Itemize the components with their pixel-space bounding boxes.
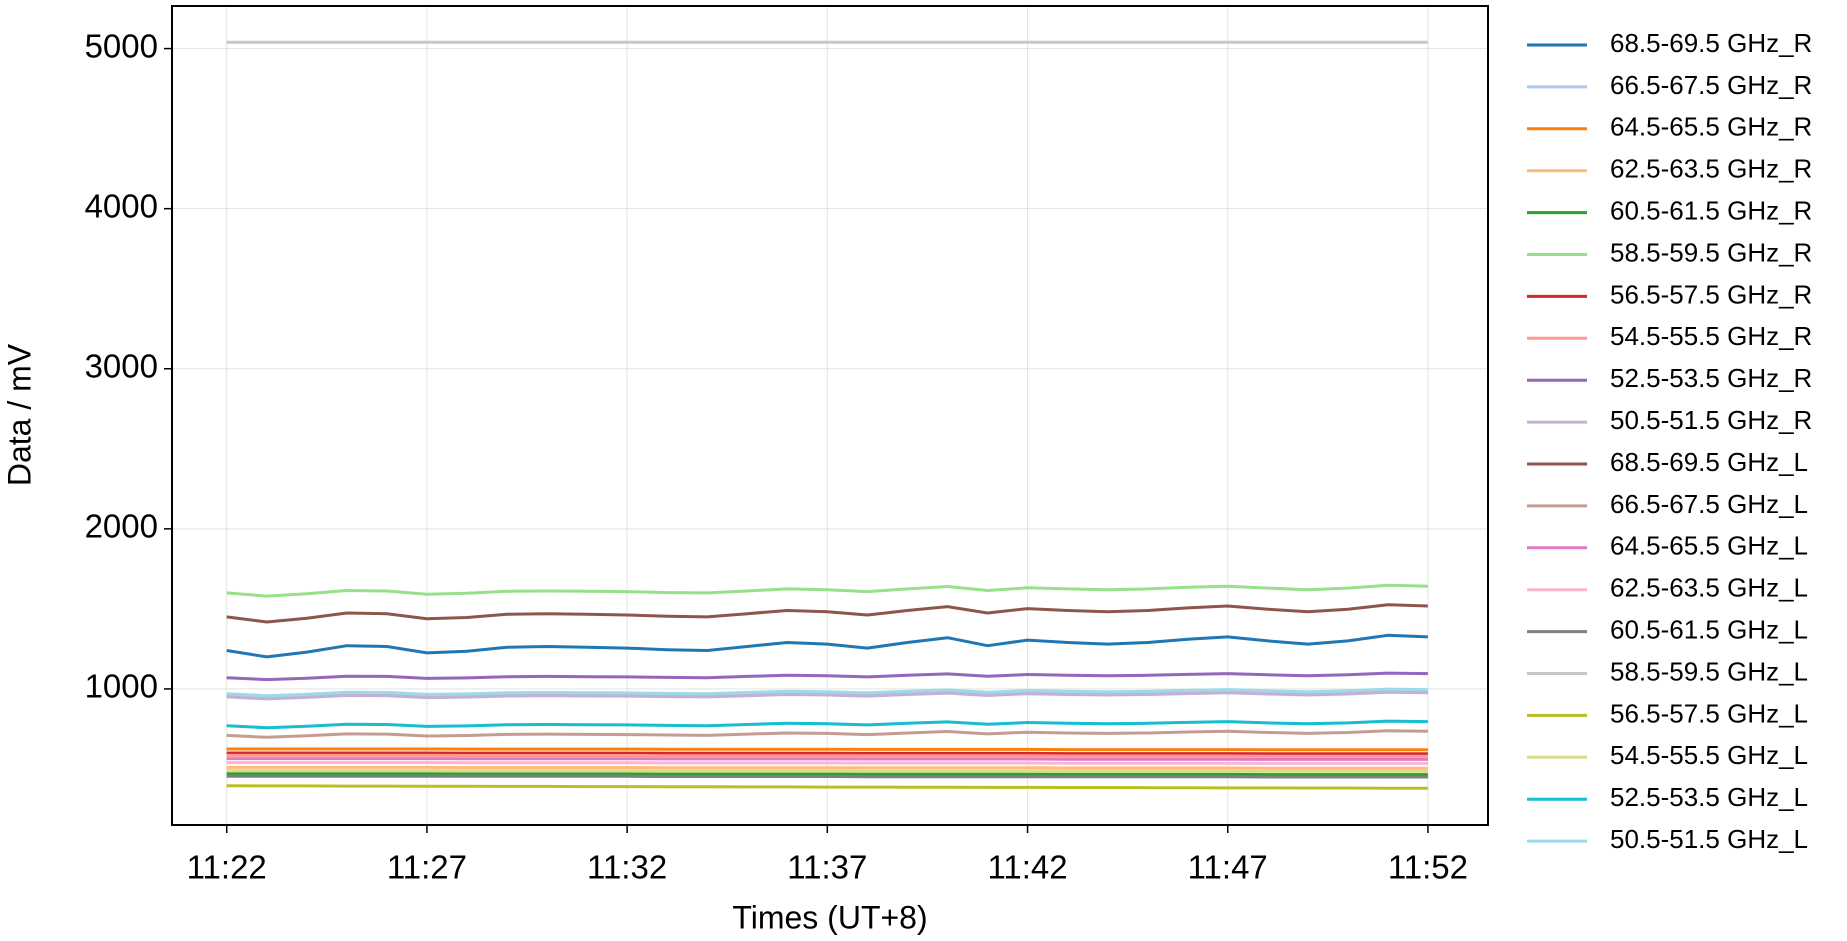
legend-label: 58.5-59.5 GHz_L [1610, 656, 1808, 686]
legend-label: 56.5-57.5 GHz_L [1610, 698, 1808, 728]
legend-label: 64.5-65.5 GHz_L [1610, 531, 1808, 561]
series-line [226, 729, 1428, 739]
y-tick-label: 4000 [85, 187, 158, 224]
series-line [226, 765, 1428, 770]
series-line [226, 690, 1428, 701]
series-line [226, 757, 1428, 761]
x-tick-label: 11:27 [387, 849, 467, 886]
series-line [226, 719, 1428, 730]
legend-label: 54.5-55.5 GHz_L [1610, 740, 1808, 770]
legend-label: 62.5-63.5 GHz_L [1610, 573, 1808, 603]
series-line [226, 583, 1428, 598]
x-tick-label: 11:42 [987, 849, 1067, 886]
legend-label: 52.5-53.5 GHz_L [1610, 782, 1808, 812]
legend-label: 50.5-51.5 GHz_L [1610, 824, 1808, 854]
x-tick-label: 11:37 [787, 849, 867, 886]
series-line [226, 761, 1428, 765]
series-line [226, 769, 1428, 773]
legend-label: 60.5-61.5 GHz_R [1610, 195, 1812, 225]
legend-label: 66.5-67.5 GHz_L [1610, 489, 1808, 519]
legend-label: 66.5-67.5 GHz_R [1610, 70, 1812, 100]
y-tick-label: 3000 [85, 347, 158, 384]
series-line [226, 687, 1428, 698]
legend-label: 58.5-59.5 GHz_R [1610, 237, 1812, 267]
legend-label: 68.5-69.5 GHz_R [1610, 28, 1812, 58]
series-line [226, 747, 1428, 752]
series-line [226, 751, 1428, 756]
x-tick-label: 11:47 [1188, 849, 1268, 886]
plot-frame [171, 5, 1489, 826]
x-tick-label: 11:52 [1388, 849, 1468, 886]
series-line [226, 689, 1428, 699]
legend-label: 56.5-57.5 GHz_R [1610, 279, 1812, 309]
y-tick-label: 1000 [85, 668, 158, 705]
series-line [226, 633, 1428, 659]
legend-label: 50.5-51.5 GHz_R [1610, 405, 1812, 435]
series-line [226, 784, 1428, 790]
x-tick-label: 11:22 [187, 849, 267, 886]
legend-label: 60.5-61.5 GHz_L [1610, 614, 1808, 644]
x-axis-label: Times (UT+8) [732, 899, 927, 935]
y-tick-label: 2000 [85, 508, 158, 545]
legend-label: 52.5-53.5 GHz_R [1610, 363, 1812, 393]
y-axis-label: Data / mV [1, 343, 37, 486]
legend-label: 54.5-55.5 GHz_R [1610, 321, 1812, 351]
x-tick-label: 11:32 [587, 849, 667, 886]
series-line [226, 772, 1428, 777]
series-line [226, 603, 1428, 624]
series-line [226, 774, 1428, 779]
series-line [226, 753, 1428, 758]
legend-label: 68.5-69.5 GHz_L [1610, 447, 1808, 477]
legend-label: 62.5-63.5 GHz_R [1610, 154, 1812, 184]
y-tick-label: 5000 [85, 27, 158, 64]
legend-label: 64.5-65.5 GHz_R [1610, 112, 1812, 142]
series-line [226, 671, 1428, 682]
